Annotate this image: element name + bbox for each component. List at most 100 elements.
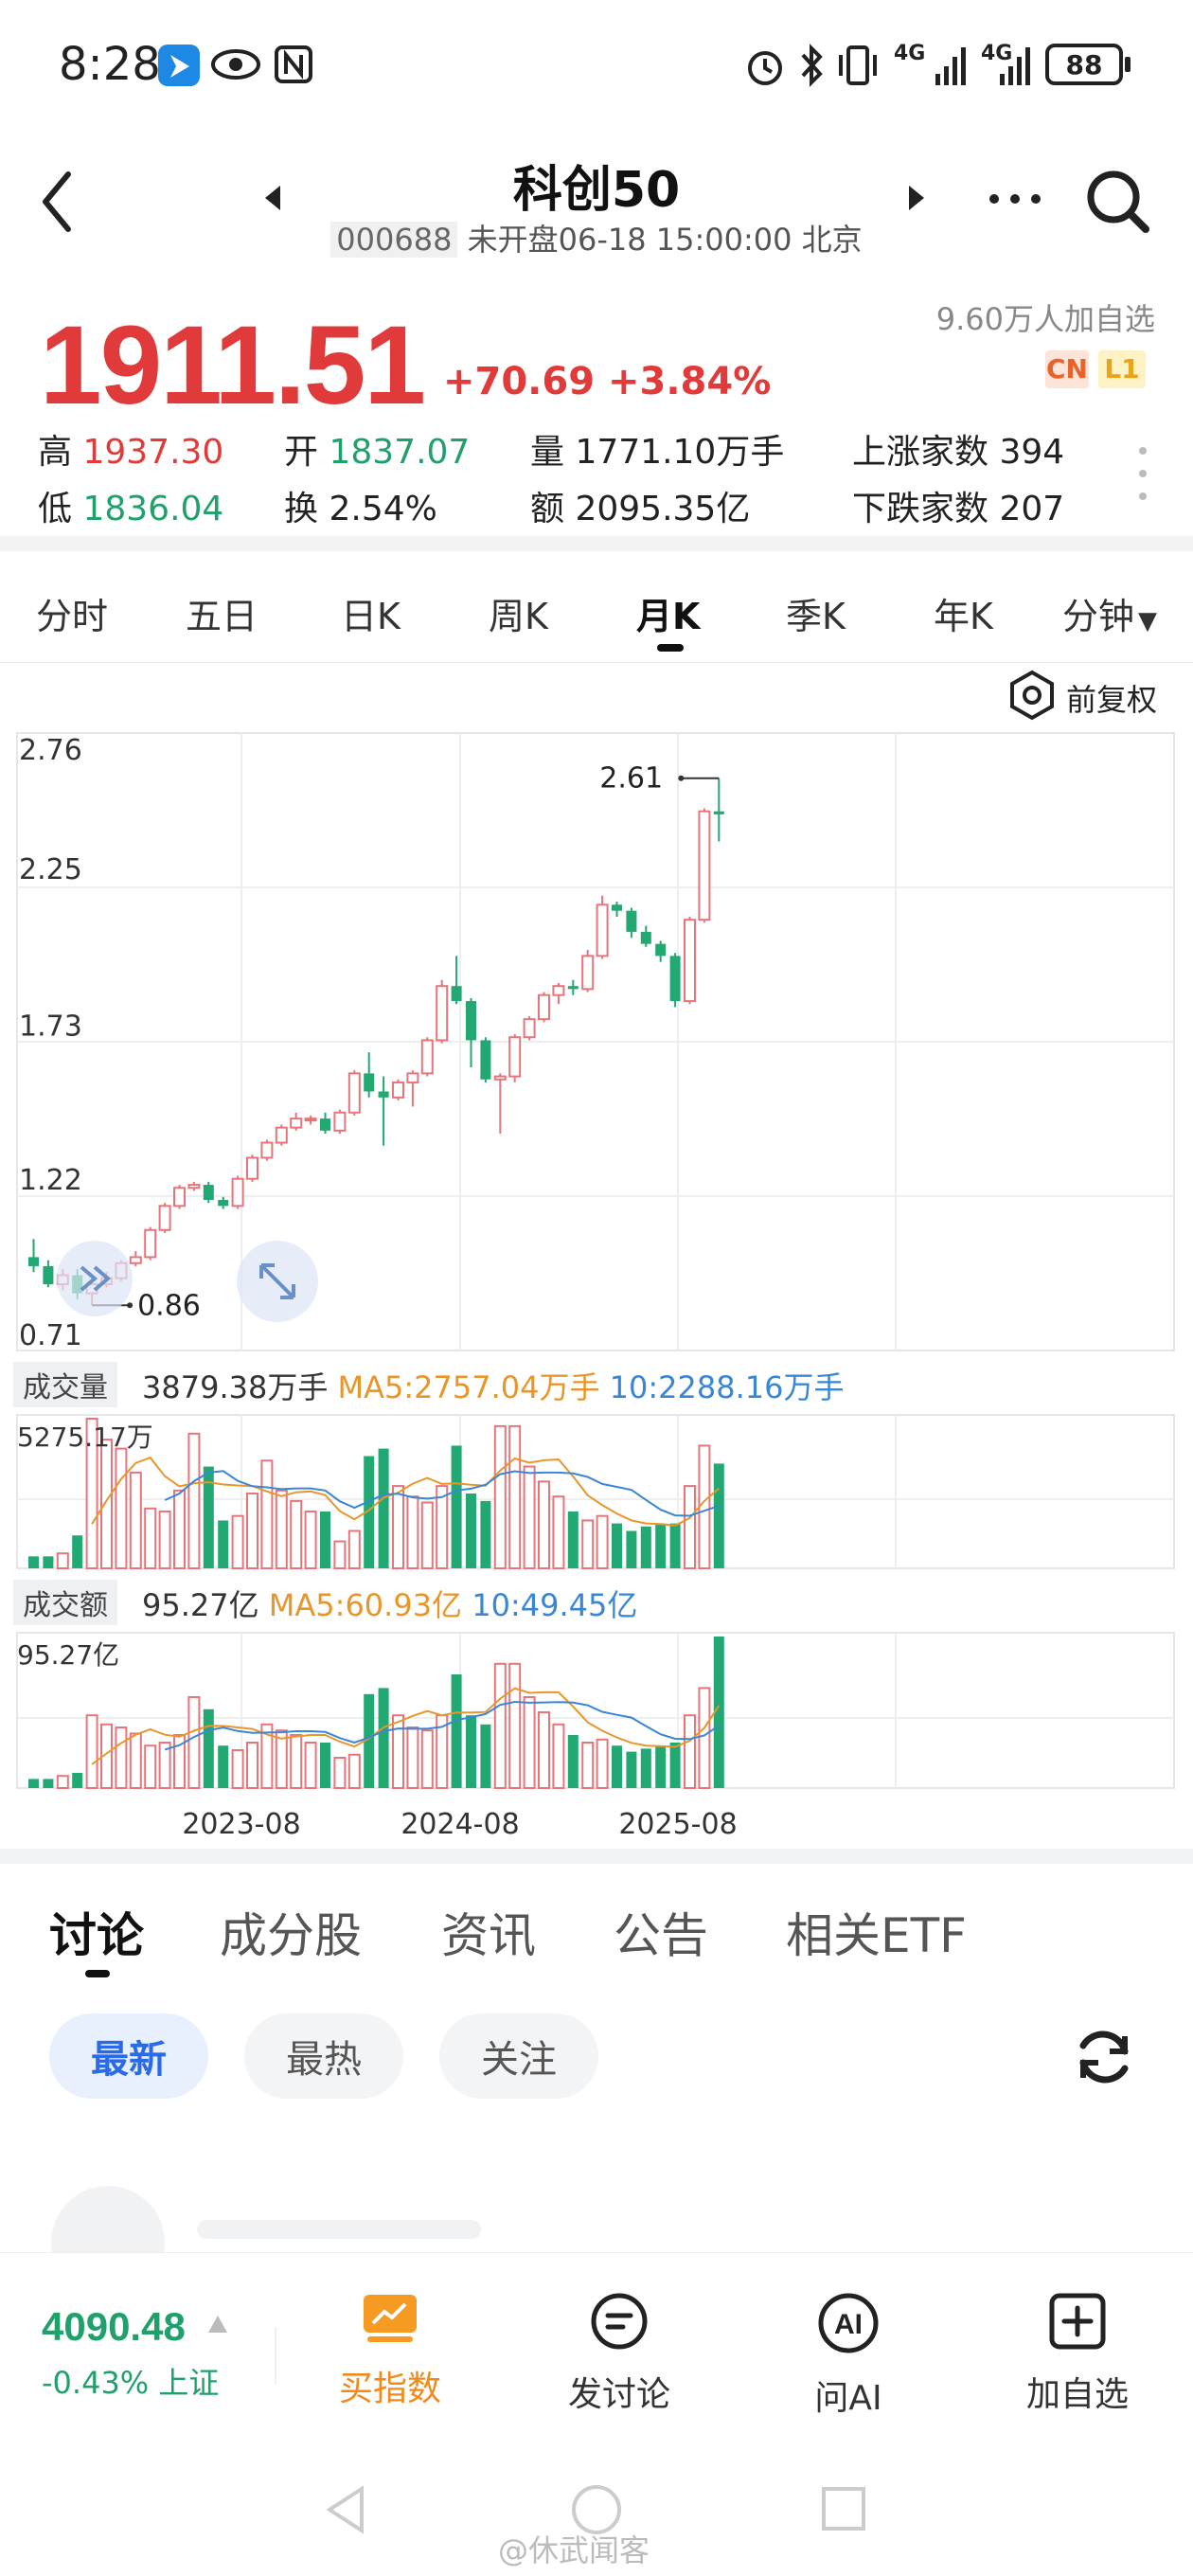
candle [451,956,462,1005]
volume-bar [203,1466,214,1568]
volume-bar [538,1480,550,1569]
volume-bar [567,1511,579,1568]
tab-minute[interactable]: 分钟 ▼ [1062,587,1157,639]
volume-frame [16,1414,1175,1569]
candle [187,1181,201,1191]
next-stock-icon[interactable] [905,182,928,214]
stat-open-value: 1837.07 [329,433,471,472]
add-watchlist-button[interactable]: 加自选 [992,2291,1163,2416]
tab-news[interactable]: 资讯 [441,1908,536,1963]
candle [218,1196,229,1209]
filter-hot[interactable]: 最热 [244,2013,403,2099]
candle-body [466,1001,476,1041]
ask-ai-button[interactable]: AI 问AI [763,2291,934,2420]
tab-intraday[interactable]: 分时 [36,596,109,637]
tab-related-etf[interactable]: 相关ETF [786,1908,967,1963]
tab-discussion[interactable]: 讨论 [49,1908,144,1963]
section-divider [0,1849,1193,1864]
nav-home-icon[interactable] [568,2481,625,2538]
tab-constituents[interactable]: 成分股 [220,1908,362,1963]
sh-index-value[interactable]: 4090.48 [42,2304,186,2349]
candle-body [581,955,595,991]
amount-value: 95.27亿 [142,1587,259,1623]
scroll-left-button[interactable] [57,1241,133,1316]
candle-body [144,1228,157,1259]
section-divider [0,536,1193,551]
amount-max-label: 95.27亿 [17,1639,120,1671]
volume-bar [173,1489,186,1570]
adjust-settings-icon[interactable] [1007,669,1057,722]
signal-icon-2 [1000,47,1030,85]
amount-bar [290,1734,303,1789]
candle [333,1109,347,1135]
stat-rise-value: 394 [999,433,1065,472]
amount-bar [43,1779,54,1788]
candle [28,1239,39,1273]
candle [596,895,609,959]
candle-body [203,1185,214,1200]
volume-bar [713,1463,724,1568]
more-icon[interactable] [987,189,1043,208]
buy-index-button[interactable]: 买指数 [305,2291,475,2410]
candle-body [596,903,609,957]
candle-body [129,1256,142,1264]
volume-bar [640,1526,651,1568]
market-status: 未开盘06-18 15:00:00 北京 [467,222,863,258]
chart-up-icon [364,2295,417,2342]
candle [304,1115,317,1125]
battery-level: 88 [1065,48,1103,80]
tab-announcements[interactable]: 公告 [614,1908,708,1963]
candle [713,778,724,842]
adjust-mode-label[interactable]: 前复权 [1066,682,1158,718]
refresh-icon[interactable] [1070,2023,1138,2091]
back-icon[interactable] [38,169,76,235]
volume-bar [56,1552,69,1570]
amount-bar [713,1637,724,1788]
post-discussion-button[interactable]: 发讨论 [534,2291,704,2416]
tab-weekly-k[interactable]: 周K [489,596,548,637]
tab-quarterly-k[interactable]: 季K [786,596,846,637]
candle-body [406,1072,419,1083]
fullscreen-button[interactable] [237,1241,318,1322]
kline-chart[interactable]: 2.76 2.25 1.73 1.22 0.71 2023-08 2024-08 2025-… [0,663,1193,1847]
filter-following[interactable]: 关注 [439,2013,598,2099]
candle-body [713,811,724,814]
expand-stats-icon[interactable] [1136,443,1149,504]
volume-ma5-line [91,1456,720,1527]
amount-bar [596,1738,609,1790]
volume-bar [347,1530,361,1569]
tab-daily-k[interactable]: 日K [341,596,401,637]
comment-icon [591,2293,648,2350]
amount-bar [187,1696,201,1789]
sh-index-change: -0.43% 上证 [42,2365,220,2401]
amount-ma5: MA5:60.93亿 [268,1587,463,1623]
volume-bar [466,1494,476,1568]
candle-body [378,1091,389,1098]
candle-body [420,1039,434,1075]
candle [523,1015,536,1041]
candle-body [698,810,711,921]
bottom-action-bar: 4090.48 -0.43% 上证 买指数 发讨论 AI 问AI 加自选 [0,2252,1193,2442]
nav-back-icon[interactable] [322,2483,369,2536]
stat-high-label: 高 [38,433,73,472]
nav-recents-icon[interactable] [820,2485,867,2532]
candle-body [538,993,550,1021]
search-icon[interactable] [1083,167,1151,235]
prev-stock-icon[interactable] [261,182,284,214]
amount-bar [72,1773,83,1788]
volume-bar [493,1424,507,1570]
tab-five-day[interactable]: 五日 [186,596,258,637]
alarm-icon [748,51,782,85]
status-time: 8:28 [59,38,161,91]
amount-bar [203,1708,214,1788]
candle [129,1251,142,1266]
amount-bar [451,1674,462,1788]
tab-yearly-k[interactable]: 年K [934,596,993,637]
tab-monthly-k[interactable]: 月K [636,596,701,637]
candle-body [246,1156,258,1180]
stat-low-label: 低 [38,490,73,528]
add-watchlist-label: 加自选 [1025,2375,1129,2414]
filter-latest[interactable]: 最新 [49,2013,208,2099]
amount-bar [347,1753,361,1790]
ai-icon-text: AI [834,2309,863,2340]
